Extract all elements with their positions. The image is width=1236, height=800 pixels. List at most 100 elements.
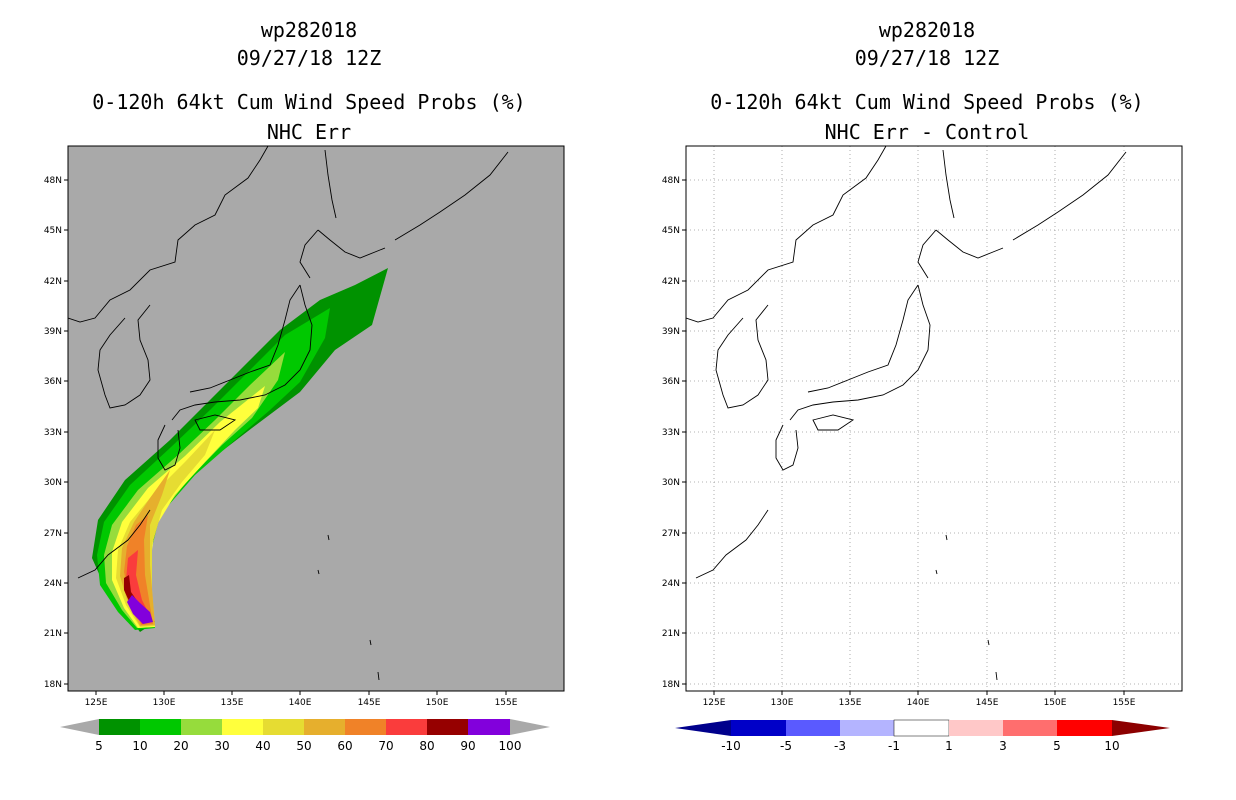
right-title-storm: wp282018 (878, 18, 976, 42)
right-colorbar-arrow-low (675, 720, 731, 736)
left-title-date: 09/27/18 12Z (236, 46, 382, 70)
left-title-storm: wp282018 (260, 18, 358, 42)
left-colorbar-swatch (386, 719, 427, 735)
ryukyu-islands (77, 509, 151, 579)
right-lat-label: 27N (662, 529, 680, 539)
right-lat-label: 48N (662, 176, 680, 186)
right-lon-label: 135E (839, 698, 862, 708)
left-lat-label: 18N (44, 680, 62, 690)
right-lat-label: 24N (662, 579, 680, 589)
right-lon-label: 155E (1113, 698, 1136, 708)
right-lat-label: 21N (662, 629, 680, 639)
right-colorbar-swatch (1003, 720, 1057, 736)
left-colorbar-swatch (345, 719, 386, 735)
left-colorbar-swatch (468, 719, 510, 735)
right-colorbar-swatch (893, 719, 950, 737)
left-colorbar-label: 20 (173, 739, 188, 753)
right-lat-label: 33N (662, 428, 680, 438)
hokkaido-coast (299, 229, 386, 279)
left-colorbar-label: 30 (214, 739, 229, 753)
right-lat-axis (682, 179, 686, 685)
kuril-islands (394, 151, 509, 241)
left-colorbar-swatch (140, 719, 181, 735)
right-colorbar-label: -1 (888, 739, 900, 753)
left-colorbar-label: 50 (296, 739, 311, 753)
right-grid (686, 146, 1182, 691)
left-lon-label: 135E (221, 698, 244, 708)
right-colorbar-label: 1 (945, 739, 953, 753)
right-lon-label: 125E (703, 698, 726, 708)
left-colorbar-label: 40 (255, 739, 270, 753)
right-colorbar-label: 5 (1053, 739, 1061, 753)
left-lat-label: 24N (44, 579, 62, 589)
kuril-islands (1012, 151, 1127, 241)
right-lon-axis (713, 691, 1125, 695)
left-title-subtitle: NHC Err (266, 120, 352, 144)
left-colorbar-label: 5 (95, 739, 103, 753)
left-lat-label: 30N (44, 478, 62, 488)
right-colorbar-label: -5 (780, 739, 792, 753)
left-colorbar-arrow-low (60, 719, 99, 735)
left-map-frame (67, 145, 565, 692)
right-lon-label: 145E (976, 698, 999, 708)
right-lon-label: 150E (1044, 698, 1067, 708)
left-colorbar-swatch (222, 719, 263, 735)
right-colorbar-label: -10 (721, 739, 741, 753)
right-lat-label: 18N (662, 680, 680, 690)
swath-band-5 (92, 268, 388, 632)
right-colorbar-label: 3 (999, 739, 1007, 753)
right-map-background (686, 146, 1182, 691)
left-panel: wp282018 09/27/18 12Z 0-120h 64kt Cum Wi… (44, 18, 565, 753)
swath-band-100 (127, 595, 153, 624)
left-colorbar-swatch (99, 719, 140, 735)
right-lat-label: 42N (662, 277, 680, 287)
left-colorbar-label: 60 (337, 739, 352, 753)
left-colorbar-arrow-high (510, 719, 550, 735)
left-colorbar: 5 10 20 30 40 50 60 70 80 90 100 (60, 719, 550, 753)
right-colorbar-arrow-high (1112, 720, 1170, 736)
right-colorbar-swatch (786, 720, 840, 736)
left-lat-label: 39N (44, 327, 62, 337)
right-title-product: 0-120h 64kt Cum Wind Speed Probs (%) (710, 90, 1144, 114)
left-colorbar-label: 80 (419, 739, 434, 753)
left-colorbar-label: 90 (460, 739, 475, 753)
right-colorbar-swatch (949, 720, 1003, 736)
left-lat-label: 33N (44, 428, 62, 438)
kyushu-coast (775, 424, 799, 471)
hokkaido-coast (917, 229, 1004, 279)
right-title-subtitle: NHC Err - Control (824, 120, 1030, 144)
left-lon-label: 145E (358, 698, 381, 708)
left-colorbar-swatch (181, 719, 222, 735)
left-lon-label: 140E (289, 698, 312, 708)
right-lat-label: 36N (662, 377, 680, 387)
left-lon-label: 155E (495, 698, 518, 708)
left-lon-label: 150E (426, 698, 449, 708)
honshu-coast (789, 284, 931, 421)
korea-coast (715, 304, 769, 409)
left-lon-label: 125E (85, 698, 108, 708)
korea-coast (97, 304, 151, 409)
shikoku-coast (194, 414, 237, 431)
left-colorbar-label: 10 (132, 739, 147, 753)
right-colorbar-label: 10 (1104, 739, 1119, 753)
mainland-coast (68, 146, 269, 323)
left-map: 48N 45N 42N 39N 36N 33N 30N 27N 24N 21N … (44, 145, 565, 753)
right-title-date: 09/27/18 12Z (854, 46, 1000, 70)
sakhalin-coast (942, 149, 955, 219)
left-lat-label: 42N (44, 277, 62, 287)
right-map: 48N 45N 42N 39N 36N 33N 30N 27N 24N 21N … (662, 145, 1183, 753)
mainland-coast (686, 146, 887, 323)
left-colorbar-label: 70 (378, 739, 393, 753)
right-colorbar-label: -3 (834, 739, 846, 753)
left-lat-label: 45N (44, 226, 62, 236)
right-lat-label: 45N (662, 226, 680, 236)
left-title-product: 0-120h 64kt Cum Wind Speed Probs (%) (92, 90, 526, 114)
right-lon-label: 130E (771, 698, 794, 708)
ryukyu-islands (695, 509, 769, 579)
right-coastlines (686, 146, 1127, 681)
right-map-frame (685, 145, 1183, 692)
left-colorbar-swatch (263, 719, 304, 735)
right-lat-label: 30N (662, 478, 680, 488)
right-colorbar: -10 -5 -3 -1 1 3 5 10 (675, 719, 1170, 753)
shikoku-coast (812, 414, 855, 431)
